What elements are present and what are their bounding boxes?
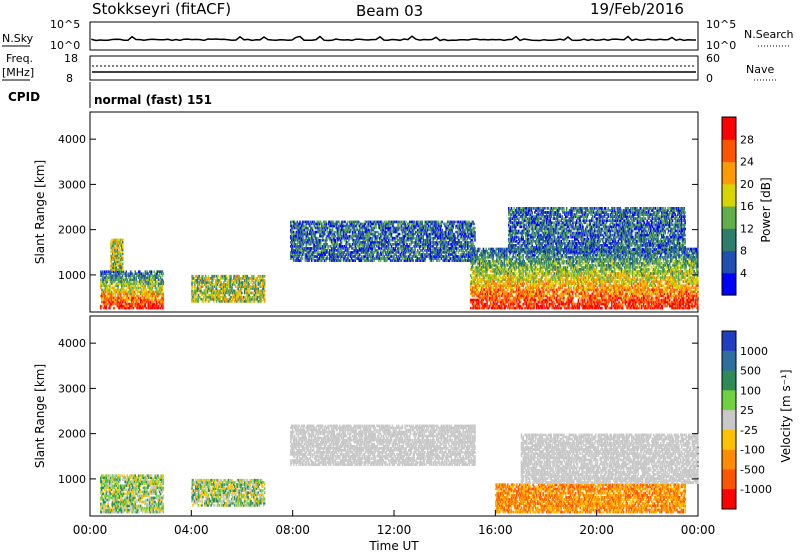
heatmap-cell [135, 293, 137, 296]
nsearch-tick-top: 10^5 [706, 18, 736, 31]
heatmap-cell [138, 287, 140, 290]
heatmap-cell [199, 275, 201, 278]
nave-tick-bottom: 0 [706, 72, 713, 85]
heatmap-cell [123, 276, 125, 279]
heatmap-cell [262, 275, 264, 278]
heatmap-cell [163, 272, 165, 275]
heatmap-cell [243, 296, 245, 299]
freq-tick-top: 18 [64, 52, 78, 65]
heatmap-cell [107, 303, 109, 306]
cpid-strip: CPID normal (fast) 151 [8, 82, 212, 108]
heatmap-cell [320, 239, 322, 242]
heatmap-cell [163, 281, 165, 284]
nsearch-label: N.Search [744, 28, 794, 41]
heatmap-cell [208, 275, 210, 278]
heatmap-cell [147, 272, 149, 275]
station-title: Stokkseyri (fitACF) [92, 0, 231, 18]
heatmap-cell [203, 300, 205, 303]
heatmap-cell [122, 239, 124, 242]
nsky-tick-bottom: 10^0 [50, 39, 80, 52]
cpid-value: normal (fast) 151 [94, 93, 212, 107]
heatmap-cell [264, 294, 266, 297]
heatmap-cell [240, 277, 242, 280]
freq-tick-bottom: 8 [66, 72, 73, 85]
heatmap-cell [250, 285, 252, 288]
heatmap-cell [312, 227, 314, 230]
heatmap-cell [258, 275, 260, 278]
heatmap-cell [192, 285, 194, 288]
heatmap-cell [264, 279, 266, 282]
heatmap-cell [122, 263, 124, 266]
nsky-trace [92, 36, 696, 40]
heatmap-cell [145, 307, 147, 310]
heatmap-cell [119, 249, 121, 252]
heatmap-cell [122, 257, 124, 260]
heatmap-cell [135, 287, 137, 290]
heatmap-cell [235, 285, 237, 288]
heatmap-cell [315, 259, 317, 262]
heatmap-cell [122, 266, 124, 269]
heatmap-cell [264, 290, 266, 293]
radar-summary-plot: Stokkseyri (fitACF) Beam 03 19/Feb/2016 … [0, 0, 800, 554]
heatmap-cell [241, 292, 243, 295]
beam-title: Beam 03 [356, 2, 423, 20]
heatmap-cell [100, 279, 102, 282]
heatmap-cell [114, 307, 116, 310]
date-title: 19/Feb/2016 [590, 0, 684, 18]
heatmap-cell [290, 221, 292, 224]
nsky-tick-top: 10^5 [50, 18, 80, 31]
heatmap-cell [253, 281, 255, 284]
nsky-strip: N.Sky 10^5 10^0 10^5 10^0 N.Search [2, 18, 794, 52]
freq-label-2: [MHz] [2, 66, 34, 79]
heatmap-cell [314, 241, 316, 244]
heatmap-cell [101, 305, 103, 308]
freq-frame [90, 56, 698, 80]
heatmap-cell [264, 298, 266, 301]
freq-label-1: Freq. [6, 52, 33, 65]
nsearch-tick-bottom: 10^0 [706, 39, 736, 52]
heatmap-cell [303, 221, 305, 224]
cpid-label: CPID [8, 90, 40, 104]
nave-label: Nave [746, 63, 774, 76]
heatmap-cell [230, 296, 232, 299]
freq-strip: Freq. [MHz] 18 8 60 0 Nave [2, 52, 776, 85]
heatmap-cell [302, 257, 304, 260]
nave-tick-top: 60 [706, 52, 720, 65]
heatmap-cell [264, 275, 266, 278]
heatmap-cell [133, 307, 135, 310]
nsky-frame [90, 22, 698, 50]
heatmap-cell [230, 275, 232, 278]
heatmap-cell [261, 300, 263, 303]
heatmap-cell [151, 270, 153, 273]
heatmap-cell [218, 275, 220, 278]
power-cells [100, 207, 699, 309]
nsky-label: N.Sky [2, 32, 34, 45]
heatmap-cell [163, 293, 165, 296]
heatmap-cell [202, 285, 204, 288]
